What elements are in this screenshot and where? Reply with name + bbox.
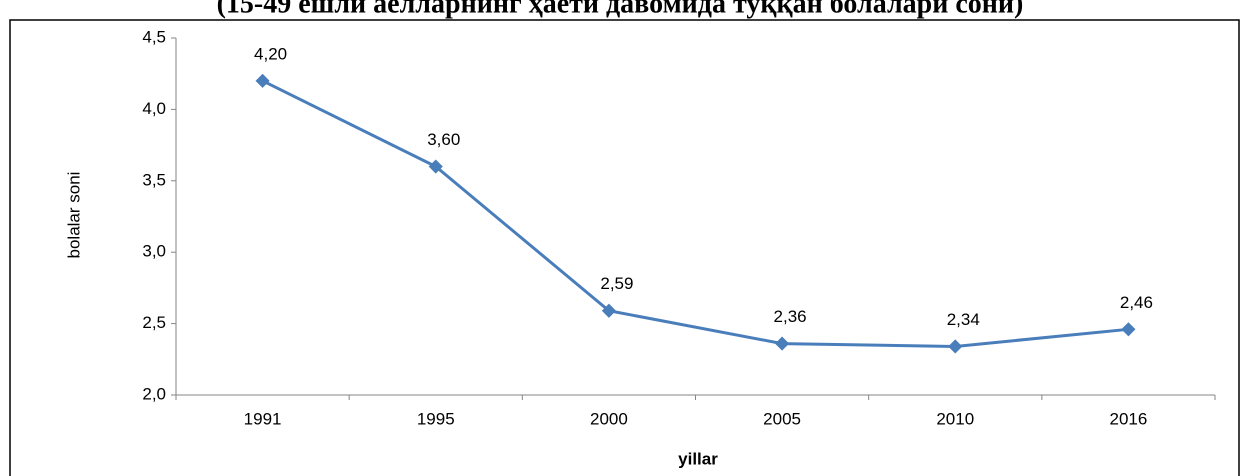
y-tick-label: 4,5 <box>142 27 166 46</box>
data-label: 2,59 <box>600 274 633 293</box>
line <box>261 79 1129 348</box>
marker <box>428 159 443 174</box>
x-tick-label: 1995 <box>417 409 455 428</box>
data-label: 4,20 <box>254 44 287 63</box>
title-band <box>0 0 1241 19</box>
y-tick-label: 2,0 <box>142 384 166 403</box>
chart-title: (15-49 ёшли аёлларнинг ҳаёти давомида ту… <box>217 0 1024 19</box>
y-tick-label: 3,5 <box>142 170 166 189</box>
x-tick-label: 2005 <box>763 409 801 428</box>
x-tick-label: 2010 <box>936 409 974 428</box>
y-tick-label: 4,0 <box>142 99 166 118</box>
y-tick-label: 3,0 <box>142 242 166 261</box>
chart-frame <box>9 19 1240 476</box>
marker <box>255 73 270 88</box>
x-tick-label: 2016 <box>1110 409 1148 428</box>
data-label: 2,36 <box>774 307 807 326</box>
x-axis-title: yillar <box>678 449 718 468</box>
data-label: 2,34 <box>947 310 980 329</box>
marker <box>601 303 616 318</box>
y-tick-label: 2,5 <box>142 313 166 332</box>
x-tick-label: 2000 <box>590 409 628 428</box>
data-label: 2,46 <box>1120 293 1153 312</box>
marker <box>775 336 790 351</box>
data-label: 3,60 <box>427 130 460 149</box>
marker <box>948 339 963 354</box>
y-axis-title: bolalar soni <box>64 172 83 259</box>
x-tick-label: 1991 <box>244 409 282 428</box>
marker <box>1121 322 1136 337</box>
